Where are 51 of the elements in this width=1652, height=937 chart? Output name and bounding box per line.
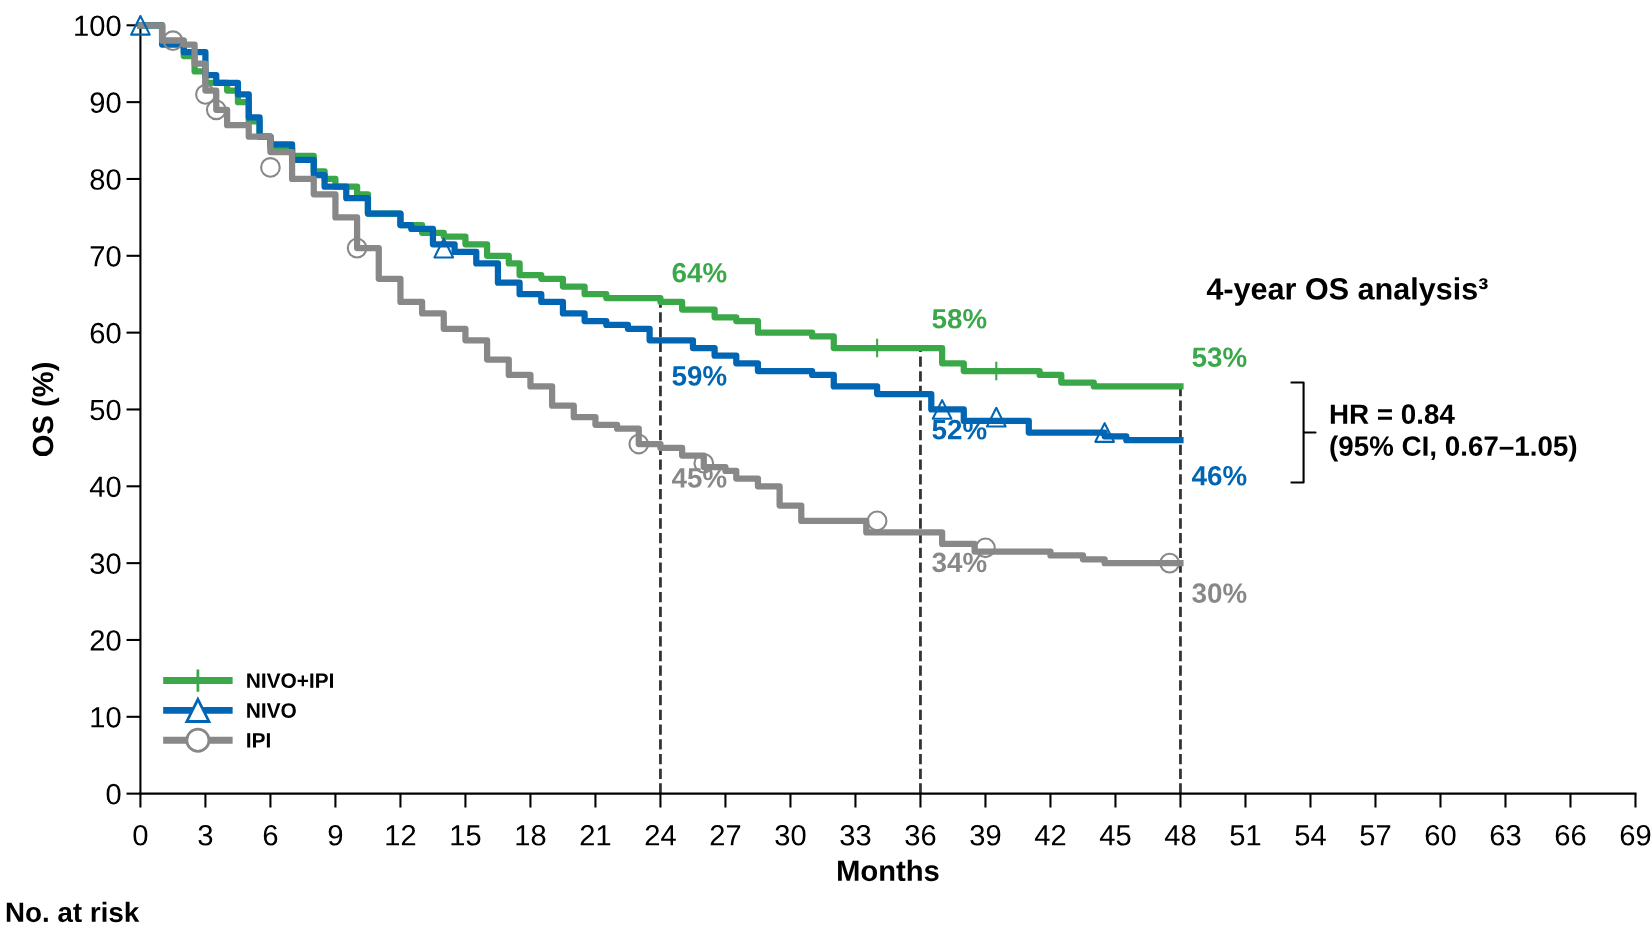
data-label: 58%: [932, 308, 987, 329]
x-tick-label: 21: [580, 824, 611, 846]
text: No. at risk: [6, 901, 140, 923]
y-tick-label: 30: [90, 553, 121, 574]
legend-label: NIVO: [247, 703, 296, 718]
x-tick-label: 48: [1164, 824, 1196, 846]
y-tick-label: 70: [90, 246, 121, 267]
x-tick-label: 69: [1620, 824, 1651, 846]
y-tick-label: 50: [90, 399, 121, 421]
x-tick-label: 15: [451, 825, 481, 846]
x-tick-label: 57: [1360, 825, 1391, 846]
x-tick-label: 6: [263, 824, 278, 846]
x-axis-title: Months: [838, 859, 939, 882]
x-tick-label: 54: [1295, 825, 1326, 846]
y-tick-label: 20: [90, 630, 121, 651]
y-axis-title: OS (%): [31, 363, 60, 457]
data-label: 30%: [1192, 583, 1247, 604]
x-tick-label: 33: [840, 824, 871, 846]
y-tick-label: 60: [90, 322, 121, 344]
data-label: 45%: [671, 468, 727, 488]
x-tick-label: 60: [1425, 824, 1456, 846]
x-tick-label: 0: [133, 824, 148, 846]
x-tick-label: 36: [905, 824, 936, 846]
y-tick-label: 10: [91, 707, 121, 728]
data-label: 34%: [932, 552, 987, 573]
x-tick-label: 39: [970, 824, 1001, 846]
x-tick-label: 27: [710, 824, 741, 846]
x-tick-label: 3: [198, 824, 213, 846]
x-tick-label: 12: [386, 824, 416, 846]
data-label: 46%: [1191, 465, 1247, 486]
x-tick-label: 30: [775, 824, 806, 846]
x-tick-label: 66: [1555, 824, 1586, 846]
annotation: HR = 0.84 (95% CI, 0.67–1.05): [1330, 404, 1577, 462]
x-tick-label: 9: [328, 824, 343, 846]
y-tick-label: 0: [106, 783, 121, 805]
x-tick-label: 45: [1099, 825, 1131, 846]
text: 4-year OS analysis³: [1206, 277, 1488, 306]
x-tick-label: 51: [1230, 825, 1261, 846]
y-tick-label: 90: [90, 92, 121, 113]
x-tick-label: 63: [1490, 824, 1521, 846]
data-label: 53%: [1192, 347, 1247, 368]
data-label: 59%: [672, 366, 727, 386]
y-tick-label: 40: [89, 476, 121, 498]
y-tick-label: 100: [75, 15, 121, 37]
x-tick-label: 42: [1034, 824, 1066, 846]
data-label: 64%: [672, 262, 727, 283]
x-tick-label: 24: [645, 824, 676, 846]
x-tick-label: 18: [516, 824, 546, 846]
legend-label: NIVO+IPI: [247, 673, 333, 689]
y-tick-label: 80: [90, 169, 121, 190]
legend-label: IPI: [247, 733, 270, 748]
